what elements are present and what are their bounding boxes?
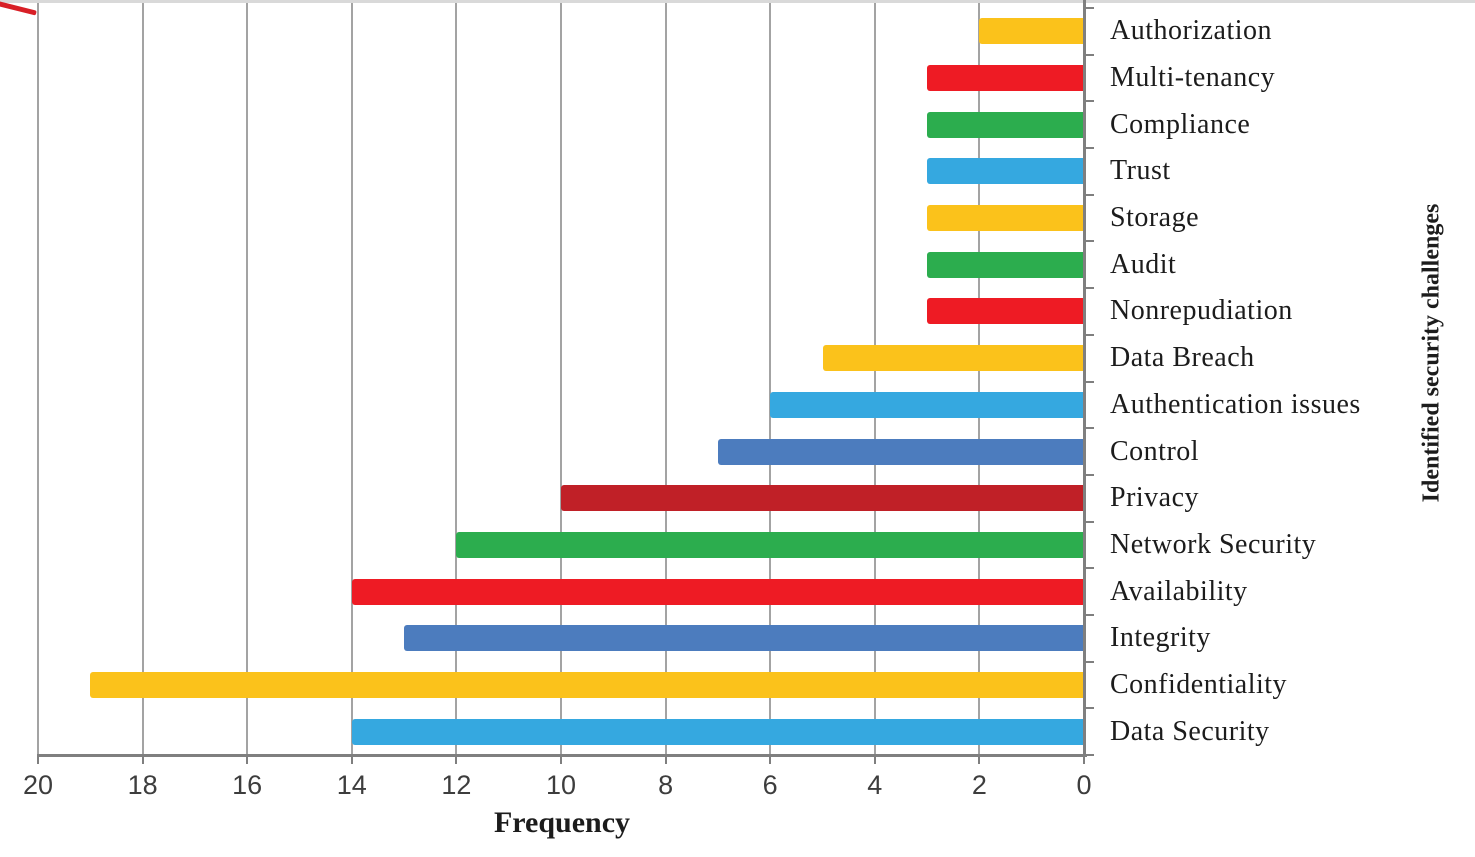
- category-label-data-breach: Data Breach: [1110, 342, 1255, 374]
- y-tick-2: [1084, 100, 1094, 103]
- gridline-8: [664, 3, 667, 755]
- category-label-control: Control: [1110, 435, 1200, 467]
- gridline-14: [350, 3, 353, 755]
- gridline-10: [560, 3, 562, 755]
- figure-top-border: [0, 0, 1475, 3]
- x-tick-label-18: 18: [127, 770, 158, 800]
- category-label-nonrepudiation: Nonrepudiation: [1110, 295, 1293, 327]
- y-tick-12: [1084, 567, 1094, 570]
- bar-authorization: [979, 18, 1084, 45]
- y-tick-15: [1084, 707, 1094, 710]
- bar-network-security: [456, 531, 1084, 558]
- y-tick-6: [1084, 287, 1094, 290]
- bar-control: [717, 438, 1084, 465]
- x-tick-4: [873, 755, 876, 764]
- category-label-integrity: Integrity: [1110, 622, 1211, 654]
- gridline-20: [37, 3, 39, 755]
- y-axis-title: Identified security challenges: [1418, 203, 1445, 503]
- x-tick-label-14: 14: [336, 770, 367, 800]
- x-tick-12: [455, 755, 458, 764]
- bar-storage: [927, 205, 1084, 232]
- y-tick-4: [1084, 193, 1094, 196]
- x-tick-label-0: 0: [1076, 770, 1092, 800]
- x-tick-label-6: 6: [762, 770, 778, 800]
- x-tick-2: [978, 755, 981, 764]
- category-label-authentication-issues: Authentication issues: [1110, 388, 1361, 420]
- category-label-storage: Storage: [1110, 202, 1200, 234]
- y-tick-5: [1084, 240, 1094, 243]
- x-tick-label-4: 4: [867, 770, 883, 800]
- gridline-4: [873, 3, 876, 755]
- x-tick-label-2: 2: [971, 770, 987, 800]
- y-tick-16: [1084, 754, 1094, 756]
- gridline-18: [141, 3, 144, 755]
- category-label-data-security: Data Security: [1110, 715, 1270, 747]
- x-axis-line: [37, 754, 1087, 757]
- y-tick-10: [1084, 473, 1094, 476]
- x-tick-10: [560, 755, 562, 764]
- y-tick-13: [1084, 613, 1094, 616]
- bar-data-breach: [822, 345, 1084, 372]
- y-tick-8: [1084, 380, 1094, 383]
- x-tick-16: [246, 755, 249, 764]
- bar-audit: [927, 251, 1084, 278]
- y-axis-line: [1083, 0, 1086, 756]
- x-tick-label-8: 8: [658, 770, 674, 800]
- category-label-trust: Trust: [1110, 155, 1171, 187]
- bar-confidentiality: [90, 671, 1084, 698]
- x-tick-label-20: 20: [22, 770, 54, 800]
- category-label-audit: Audit: [1110, 248, 1177, 280]
- y-tick-9: [1084, 427, 1094, 430]
- x-tick-label-16: 16: [232, 770, 263, 800]
- x-tick-18: [141, 755, 144, 764]
- x-tick-14: [350, 755, 353, 764]
- bar-integrity: [404, 625, 1084, 652]
- category-label-authorization: Authorization: [1110, 15, 1273, 47]
- x-tick-0: [1083, 755, 1085, 764]
- x-tick-label-10: 10: [545, 770, 577, 800]
- gridline-16: [246, 3, 249, 755]
- y-tick-3: [1084, 147, 1094, 150]
- bar-nonrepudiation: [927, 298, 1084, 325]
- gridline-6: [769, 3, 772, 755]
- bar-authentication-issues: [770, 391, 1084, 418]
- bar-availability: [351, 578, 1084, 605]
- y-tick-11: [1084, 520, 1094, 523]
- y-tick-0: [1084, 7, 1094, 9]
- category-label-confidentiality: Confidentiality: [1110, 668, 1288, 700]
- category-label-privacy: Privacy: [1110, 482, 1200, 514]
- x-tick-label-12: 12: [441, 770, 472, 800]
- gridline-12: [455, 3, 458, 755]
- category-label-compliance: Compliance: [1110, 108, 1251, 140]
- bar-trust: [927, 158, 1084, 185]
- bar-data-security: [351, 718, 1084, 745]
- category-label-availability: Availability: [1110, 575, 1248, 607]
- bar-compliance: [927, 111, 1084, 138]
- y-tick-1: [1084, 53, 1094, 56]
- x-tick-8: [664, 755, 667, 764]
- category-label-multi-tenancy: Multi-tenancy: [1110, 62, 1276, 94]
- bar-privacy: [561, 485, 1084, 512]
- y-tick-7: [1084, 333, 1094, 336]
- category-label-network-security: Network Security: [1110, 528, 1317, 560]
- y-tick-14: [1084, 660, 1094, 663]
- bar-multi-tenancy: [927, 65, 1084, 92]
- gridline-2: [978, 3, 981, 755]
- x-tick-20: [37, 755, 39, 764]
- x-axis-title: Frequency: [493, 806, 631, 839]
- x-tick-6: [769, 755, 772, 764]
